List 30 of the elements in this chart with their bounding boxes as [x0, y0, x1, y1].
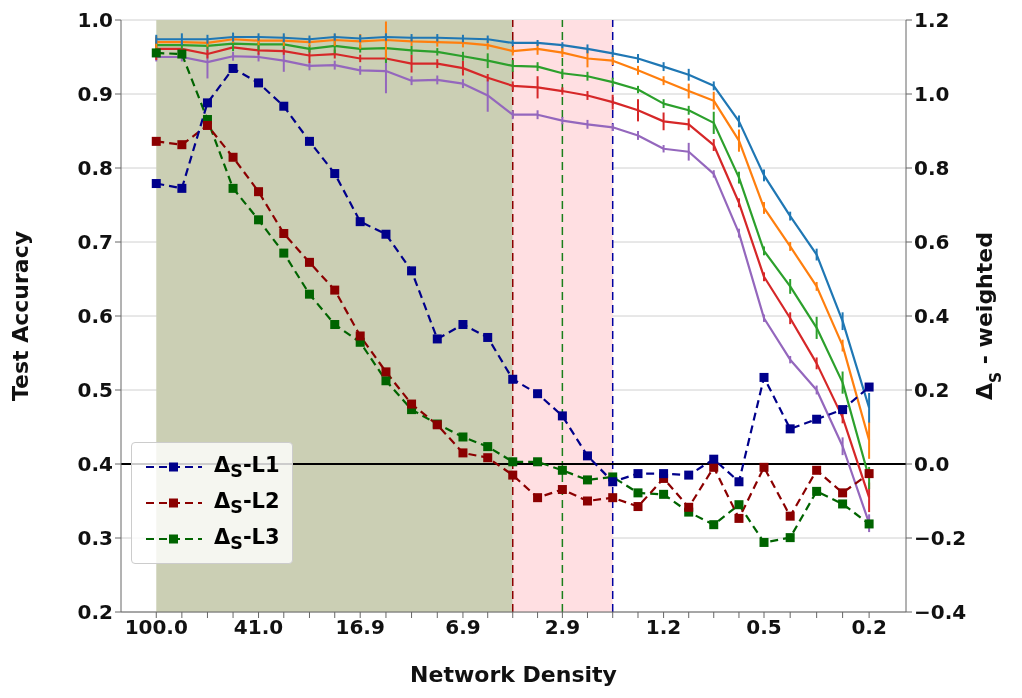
y-tick-label: 0.3 — [77, 526, 113, 551]
x-tick-label: 100.0 — [124, 615, 188, 640]
x-tick-label: 2.9 — [544, 615, 581, 640]
legend-label: Δ$_{S}$-L2 — [214, 488, 280, 518]
y-tick-label: 1.0 — [77, 8, 113, 33]
x-tick-label: 1.2 — [645, 615, 682, 640]
x-tick-label: 6.9 — [445, 615, 481, 640]
x-axis-title: Network Density — [410, 662, 617, 687]
y2-tick-label: −0.2 — [914, 526, 967, 551]
x-tick-label: 0.2 — [851, 615, 887, 640]
y-tick-label: 0.8 — [77, 156, 113, 181]
y2-tick-label: 0.4 — [914, 304, 950, 329]
y-tick-label: 0.4 — [77, 452, 113, 477]
legend-label: Δ$_{S}$-L1 — [214, 452, 280, 482]
y-tick-label: 0.7 — [77, 230, 113, 255]
x-tick-label: 16.9 — [335, 615, 385, 640]
y2-tick-label: 0.6 — [914, 230, 950, 255]
y2-tick-label: 1.0 — [914, 82, 950, 107]
y2-tick-label: 0.2 — [914, 378, 950, 403]
y2-tick-label: 1.2 — [914, 8, 950, 33]
y-tick-label: 0.9 — [77, 82, 113, 107]
x-tick-label: 0.5 — [746, 615, 782, 640]
y-tick-label: 0.5 — [77, 378, 113, 403]
y-tick-label: 0.6 — [77, 304, 113, 329]
y2-tick-label: 0.0 — [914, 452, 950, 477]
y-axis-title: Test Accuracy — [7, 230, 33, 402]
x-tick-label: 41.0 — [233, 615, 284, 640]
y2-tick-label: −0.4 — [914, 600, 967, 625]
legend-label: Δ$_{S}$-L3 — [214, 524, 280, 554]
y2-tick-label: 0.8 — [914, 156, 950, 181]
